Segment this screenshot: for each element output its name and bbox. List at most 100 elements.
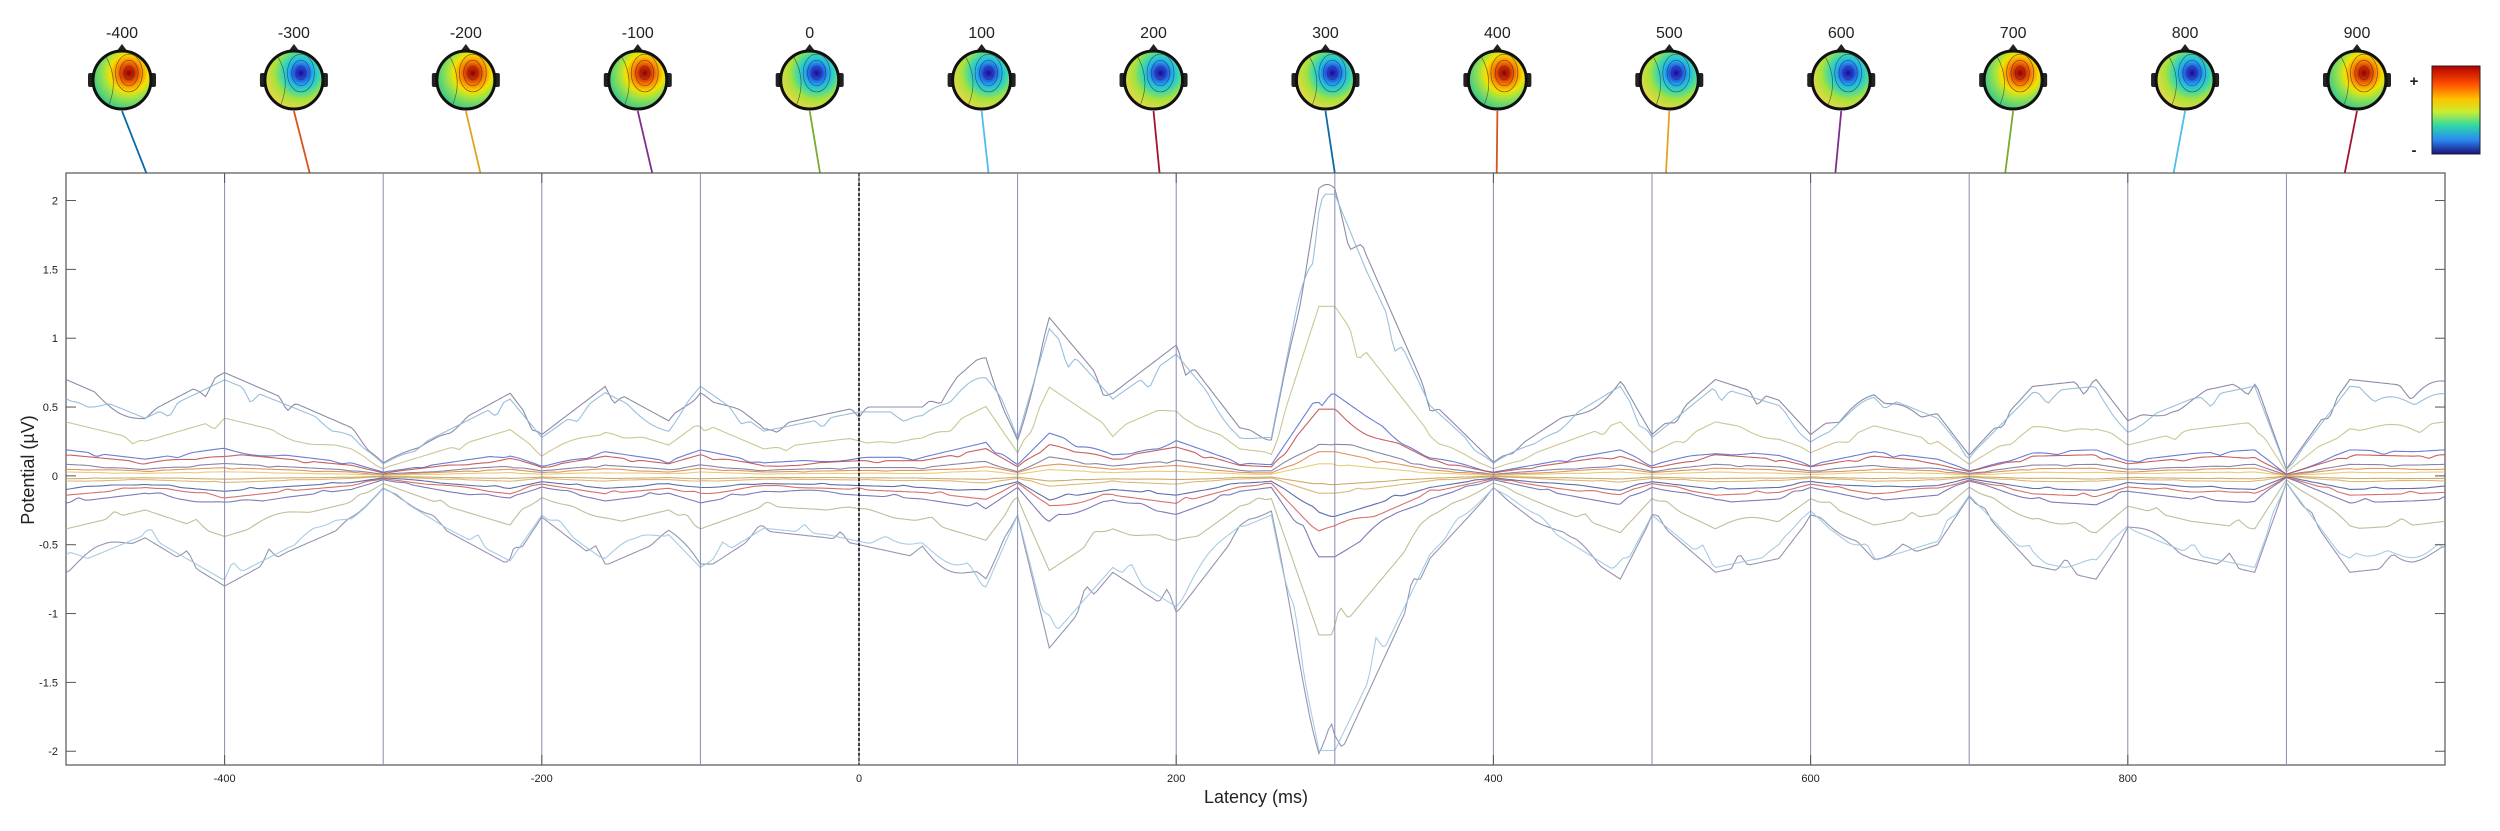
y-tick-label: 0 [52,471,58,483]
topomap-latency-label: 900 [2344,25,2371,42]
topomap-contour [802,53,831,93]
topomap-head [1294,49,1356,111]
topomap-contour [105,56,114,105]
topomap-contour [2168,56,2177,105]
channel-trace [66,183,2445,471]
topomap-latency-label: 800 [2172,25,2199,42]
topomap-contour [1824,56,1833,105]
topomap: 100 [947,25,1016,111]
y-tick-label: 1 [52,333,58,345]
topomap-contour [291,59,311,87]
topomap-contour [1151,59,1170,87]
channel-trace [66,463,2445,477]
topomap-contour [1309,56,1318,105]
topomap-head [2154,49,2216,111]
topomap: 800 [2151,25,2220,111]
topomap-contour [807,59,827,87]
topomap-contour [1322,59,1342,87]
topomap: 300 [1291,25,1360,111]
topomap-latency-label: -200 [450,25,482,42]
topomap-contour [287,53,315,93]
channel-trace [66,481,2445,755]
topomap-row: -400 -300 -200 -100 0 100 200 300 400 500 600 700 80… [88,25,2391,111]
topomap-contour [2010,59,2030,87]
topomap-contour [621,56,630,105]
channel-trace [66,193,2445,471]
colorbar: + - [2410,65,2481,159]
channel-trace [66,451,2445,476]
topomap-contour [1499,65,1510,81]
y-tick-label: 0.5 [43,402,58,414]
topomap-contour [2014,65,2026,81]
topomap-contour [1653,56,1661,105]
x-axis-ticks: -400 -200 0 200 400 600 800 [214,173,2137,785]
topomap-contour [2340,56,2349,105]
topomap-contour [1490,53,1519,93]
colorbar-gradient [2431,65,2481,155]
topomap-contour [1146,53,1175,93]
topomap-latency-label: 700 [2000,25,2027,42]
y-tick-label: -1.5 [39,677,58,689]
topomap-contour [2178,53,2206,93]
x-tick-label: -400 [214,773,236,785]
channel-trace [66,476,2445,517]
channel-trace [66,408,2445,475]
topomap-contour [2006,53,2034,93]
topomap-latency-label: -100 [622,25,654,42]
channel-trace [66,476,2445,532]
topomap-contour [979,59,999,87]
topomap: 500 [1635,25,1704,111]
channel-trace [66,476,2445,558]
topomap-contour [1834,53,1863,93]
topomap-contour [2354,59,2374,87]
channel-traces [66,183,2445,755]
topomap-latency-label: -400 [106,25,138,42]
topomap: 700 [1979,25,2048,111]
topomap-contour [2182,59,2202,87]
topomap-head [951,49,1013,111]
topomap-contour [1318,53,1347,93]
topomap-head [91,49,153,111]
topomap-contour [965,56,974,105]
y-tick-label: -2 [48,746,58,758]
channel-trace [66,475,2445,494]
topomap-contour [467,65,478,81]
channel-trace [66,478,2445,636]
x-tick-label: 400 [1484,773,1502,785]
topomap: -300 [259,25,328,111]
topomap-contour [1666,59,1686,87]
topomap-head [1466,49,1528,111]
topomap-contour [449,56,458,105]
topomap-contour [2186,65,2198,81]
topomap-contour [1843,65,1854,81]
channel-trace [66,393,2445,475]
x-tick-label: 200 [1167,773,1185,785]
topomap-contour [1671,65,1682,81]
topomap-contour [630,53,659,93]
y-tick-label: -0.5 [39,540,58,552]
topomap: -400 [88,25,156,111]
topomap-head [1810,49,1872,111]
topomap-contour [123,65,135,81]
topomap-contour [2350,53,2378,93]
topomap-head [1123,49,1185,111]
topomap-latency-label: 0 [805,25,814,42]
colorbar-minus-label: - [2412,142,2417,159]
topomap-head [1982,49,2044,111]
y-tick-label: 1.5 [43,264,58,276]
x-tick-label: 0 [856,773,862,785]
topomap-contour [295,65,307,81]
y-axis-label: Potential (µV) [18,415,38,524]
topomap-connector [1324,110,1336,174]
y-tick-label: 2 [52,196,58,208]
topomap-latency-label: 100 [968,25,995,42]
topomap-latency-label: 500 [1656,25,1683,42]
x-axis-label: Latency (ms) [1204,787,1308,807]
topomap-contour [1137,56,1146,105]
topomap-contour [115,53,143,93]
topomap-contour [1662,53,1691,93]
topomap-contour [635,59,655,87]
topomap: 900 [2323,25,2391,111]
topomap-contour [463,59,483,87]
